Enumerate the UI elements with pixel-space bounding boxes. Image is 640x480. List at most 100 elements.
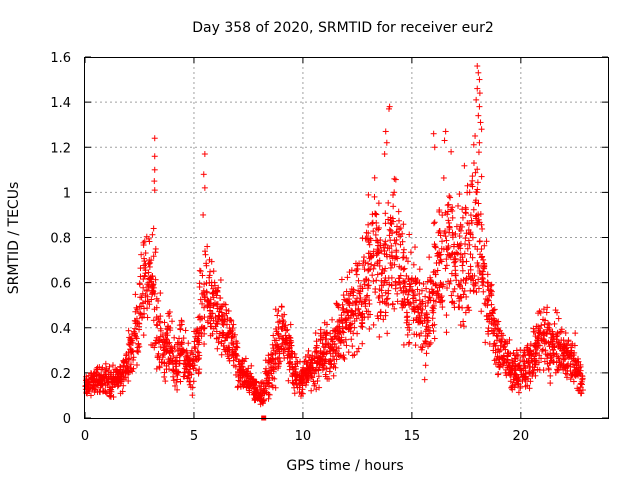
- data-point: [327, 344, 334, 351]
- data-point: [544, 304, 551, 311]
- data-point: [386, 226, 393, 233]
- data-point: [413, 279, 420, 286]
- data-point: [429, 304, 436, 311]
- data-point: [257, 387, 264, 394]
- data-point: [446, 224, 453, 231]
- data-point: [333, 301, 340, 308]
- data-point: [136, 326, 143, 333]
- data-point: [400, 221, 407, 228]
- data-point: [344, 309, 351, 316]
- data-point: [368, 261, 375, 268]
- data-point: [190, 378, 197, 385]
- data-point: [270, 347, 277, 354]
- data-point: [175, 348, 182, 355]
- data-point: [315, 373, 322, 380]
- data-point: [540, 346, 547, 353]
- data-point: [419, 298, 426, 305]
- data-point: [469, 254, 476, 261]
- data-point: [308, 356, 315, 363]
- data-point: [401, 279, 408, 286]
- data-point: [132, 291, 139, 298]
- data-point: [491, 340, 498, 347]
- data-point: [311, 370, 318, 377]
- data-point: [200, 171, 207, 178]
- data-point: [350, 311, 357, 318]
- data-point: [333, 344, 340, 351]
- data-point: [498, 338, 505, 345]
- data-point: [383, 251, 390, 258]
- data-point: [422, 293, 429, 300]
- data-point: [405, 275, 412, 282]
- data-point: [536, 359, 543, 366]
- data-point: [356, 290, 363, 297]
- data-point: [257, 397, 264, 404]
- data-point: [274, 341, 281, 348]
- data-point: [235, 377, 242, 384]
- data-point: [538, 355, 545, 362]
- data-point: [551, 336, 558, 343]
- data-point: [286, 340, 293, 347]
- data-point: [353, 271, 360, 278]
- data-point: [423, 350, 430, 357]
- x-tick-label: 0: [81, 429, 89, 444]
- data-point: [491, 330, 498, 337]
- data-point: [199, 300, 206, 307]
- data-point: [466, 241, 473, 248]
- data-point: [404, 258, 411, 265]
- data-point: [383, 296, 390, 303]
- data-point: [431, 219, 438, 226]
- data-point: [185, 374, 192, 381]
- data-point: [240, 366, 247, 373]
- data-point: [95, 377, 102, 384]
- data-point: [312, 367, 319, 374]
- data-point: [148, 275, 155, 282]
- data-point: [142, 298, 149, 305]
- data-point: [120, 370, 127, 377]
- data-point: [340, 292, 347, 299]
- data-point: [314, 377, 321, 384]
- data-point: [437, 299, 444, 306]
- data-point: [189, 384, 196, 391]
- data-point: [392, 176, 399, 183]
- y-tick-label: 1.6: [50, 51, 71, 66]
- data-point: [252, 396, 259, 403]
- data-point: [305, 370, 312, 377]
- data-point: [300, 375, 307, 382]
- data-point: [388, 274, 395, 281]
- data-point: [472, 132, 479, 139]
- data-point: [463, 275, 470, 282]
- data-point: [130, 354, 137, 361]
- data-point: [369, 272, 376, 279]
- data-point: [472, 169, 479, 176]
- data-point: [459, 214, 466, 221]
- data-point: [220, 330, 227, 337]
- data-point: [333, 324, 340, 331]
- data-point: [485, 297, 492, 304]
- data-point: [476, 139, 483, 146]
- data-point: [444, 208, 451, 215]
- data-point: [157, 343, 164, 350]
- data-point: [305, 347, 312, 354]
- data-point: [535, 342, 542, 349]
- data-point: [431, 144, 438, 151]
- data-point: [463, 258, 470, 265]
- data-point: [142, 292, 149, 299]
- data-point: [517, 357, 524, 364]
- data-point: [567, 368, 574, 375]
- data-point: [429, 315, 436, 322]
- data-point: [127, 361, 134, 368]
- data-point: [313, 366, 320, 373]
- data-point: [338, 334, 345, 341]
- data-point: [317, 358, 324, 365]
- data-point: [224, 348, 231, 355]
- data-point: [185, 340, 192, 347]
- data-point: [318, 332, 325, 339]
- data-point: [455, 281, 462, 288]
- data-point: [410, 261, 417, 268]
- data-point: [162, 378, 169, 385]
- data-point: [143, 286, 150, 293]
- data-point: [406, 339, 413, 346]
- data-point: [140, 242, 147, 249]
- data-point: [275, 307, 282, 314]
- data-point: [389, 191, 396, 198]
